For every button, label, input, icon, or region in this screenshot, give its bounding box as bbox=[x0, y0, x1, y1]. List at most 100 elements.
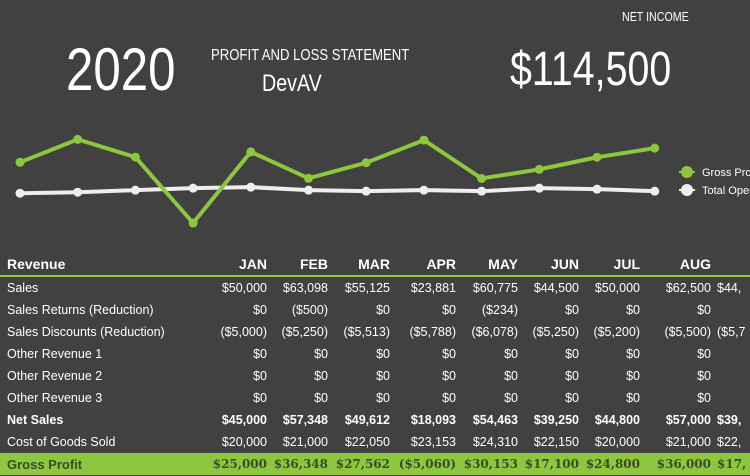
table-cell: $0 bbox=[314, 347, 328, 361]
table-header: Revenue JAN FEB MAR APR MAY JUN JUL AUG bbox=[0, 253, 750, 277]
table-cell: $0 bbox=[504, 391, 518, 405]
data-point bbox=[650, 186, 660, 196]
table-cell: $25,000 bbox=[210, 453, 267, 475]
table-cell: $0 bbox=[376, 369, 390, 383]
table-cell: $62,500 bbox=[665, 281, 711, 295]
column-header-apr: APR bbox=[390, 253, 456, 277]
table-cell: $0 bbox=[626, 391, 640, 405]
table-row: Sales Returns (Reduction) $0 ($500) $0 $0 ($2… bbox=[0, 299, 750, 321]
table-cell: ($5,250) bbox=[532, 325, 579, 339]
table-cell: $0 bbox=[504, 369, 518, 383]
table-row: Sales $50,000 $63,098 $55,125 $23,881 $60,775… bbox=[0, 276, 750, 299]
report-title-text: PROFIT AND LOSS STATEMENT bbox=[211, 47, 410, 64]
row-label: Gross Profit bbox=[0, 453, 210, 475]
table-cell: $44,800 bbox=[594, 413, 640, 427]
data-point bbox=[130, 185, 140, 195]
table-cell: $60,775 bbox=[472, 281, 518, 295]
column-header-jun: JUN bbox=[518, 253, 579, 277]
data-point bbox=[246, 147, 256, 157]
table-cell: ($5,500) bbox=[664, 325, 711, 339]
table-cell: $21,000 bbox=[665, 435, 711, 449]
table-cell: $22,150 bbox=[533, 435, 579, 449]
table-cell: $39,250 bbox=[533, 413, 579, 427]
table-cell: $55,125 bbox=[344, 281, 390, 295]
table-cell: $39, bbox=[717, 413, 742, 427]
table-cell: $0 bbox=[376, 347, 390, 361]
column-header-jul: JUL bbox=[579, 253, 640, 277]
net-income-value-text: $114,500 bbox=[510, 43, 672, 96]
table-cell: $0 bbox=[253, 347, 267, 361]
year-text: 2020 bbox=[66, 36, 176, 103]
table-cell: $23,881 bbox=[410, 281, 456, 295]
table-cell: $63,098 bbox=[282, 281, 328, 295]
table-cell: $0 bbox=[253, 369, 267, 383]
row-label: Other Revenue 2 bbox=[7, 369, 103, 383]
table-cell: $57,348 bbox=[282, 413, 328, 427]
column-header-aug: AUG bbox=[640, 253, 711, 277]
table-cell bbox=[711, 387, 750, 409]
pl-table: Revenue JAN FEB MAR APR MAY JUN JUL AUG Sales $50… bbox=[0, 253, 750, 475]
legend-label: Total Oper bbox=[702, 185, 750, 197]
table-cell: ($5,200) bbox=[593, 325, 640, 339]
row-label: Sales bbox=[7, 281, 39, 295]
table-cell: ($5,000) bbox=[220, 325, 267, 339]
row-label: Sales Discounts (Reduction) bbox=[7, 325, 165, 339]
table-cell: $0 bbox=[442, 391, 456, 405]
table-cell: $23,153 bbox=[410, 435, 456, 449]
series-line-1 bbox=[19, 185, 655, 196]
table-cell: $17, bbox=[711, 453, 750, 475]
table-cell: $0 bbox=[697, 369, 711, 383]
net-income-label-text: NET INCOME bbox=[622, 9, 689, 24]
table-cell: $22,050 bbox=[344, 435, 390, 449]
legend-label: Gross Prof bbox=[702, 167, 750, 179]
data-point bbox=[304, 173, 313, 183]
table-cell: ($6,078) bbox=[471, 325, 518, 339]
table-row: Cost of Goods Sold $20,000 $21,000 $22,050 $… bbox=[0, 431, 750, 453]
column-header-may: MAY bbox=[456, 253, 518, 277]
net-income-value: $114,500 bbox=[510, 44, 707, 96]
profit-chart: Gross Prof Total Oper bbox=[15, 134, 750, 228]
column-header-feb: FEB bbox=[267, 253, 328, 277]
table-cell: $50,000 bbox=[221, 281, 267, 295]
table-cell: $0 bbox=[442, 369, 456, 383]
table-cell: ($5,250) bbox=[281, 325, 328, 339]
table-cell: $0 bbox=[565, 347, 579, 361]
table-cell: $27,562 bbox=[328, 453, 390, 475]
table-cell: ($5,788) bbox=[409, 325, 456, 339]
data-point bbox=[246, 182, 256, 192]
row-label: Net Sales bbox=[7, 413, 64, 427]
table-cell: $0 bbox=[697, 347, 711, 361]
table-row: Other Revenue 1 $0 $0 $0 $0 $0 $0 $0 $0 bbox=[0, 343, 750, 365]
data-point bbox=[188, 183, 198, 193]
table-cell: $20,000 bbox=[594, 435, 640, 449]
data-point bbox=[477, 173, 487, 183]
table-cell: $0 bbox=[376, 391, 390, 405]
table-cell: $54,463 bbox=[472, 413, 518, 427]
table-cell: $30,153 bbox=[456, 453, 518, 475]
column-header-revenue: Revenue bbox=[0, 253, 210, 277]
table-cell: $0 bbox=[504, 347, 518, 361]
data-point bbox=[650, 143, 660, 153]
data-point bbox=[534, 183, 544, 193]
data-point bbox=[73, 134, 83, 144]
data-point bbox=[15, 188, 25, 198]
column-header-mar: MAR bbox=[328, 253, 390, 277]
table-cell: $50,000 bbox=[594, 281, 640, 295]
table-cell: $44, bbox=[717, 281, 742, 295]
table-cell: $0 bbox=[253, 391, 267, 405]
row-label: Cost of Goods Sold bbox=[7, 435, 116, 449]
table-row: Other Revenue 3 $0 $0 $0 $0 $0 $0 $0 $0 bbox=[0, 387, 750, 409]
company-name: DevAV bbox=[262, 70, 335, 98]
data-point bbox=[361, 186, 371, 196]
column-header-jan: JAN bbox=[210, 253, 267, 277]
table-cell: ($5,513) bbox=[343, 325, 390, 339]
table-cell: $44,500 bbox=[533, 281, 579, 295]
table-cell: $36,348 bbox=[267, 453, 328, 475]
table-row: Gross Profit $25,000 $36,348 $27,562 ($5,060… bbox=[0, 453, 750, 475]
company-name-text: DevAV bbox=[262, 70, 322, 97]
report-title: PROFIT AND LOSS STATEMENT bbox=[211, 47, 453, 65]
table-cell: $0 bbox=[565, 391, 579, 405]
year: 2020 bbox=[66, 38, 199, 102]
data-point bbox=[419, 185, 429, 195]
net-income-label: NET INCOME bbox=[622, 9, 703, 24]
